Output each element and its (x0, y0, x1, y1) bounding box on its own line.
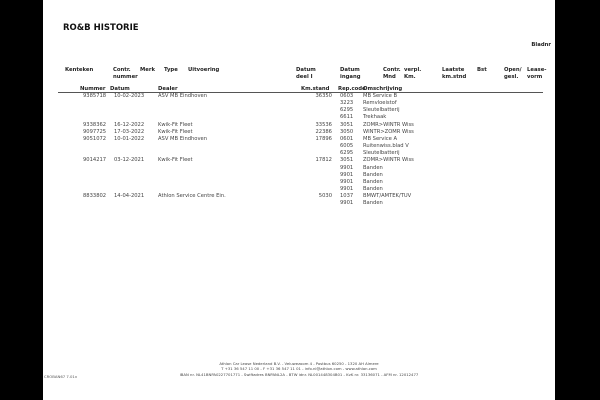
cell-km-stand: 33536 (315, 121, 332, 128)
cell-rep-code: 9901 (340, 185, 354, 192)
cell-omschrijving: WINTR>ZOMR Wiss (363, 128, 414, 135)
table-row: 8833802 14-04-2021 Athlon Service Centre E… (43, 193, 555, 200)
table-row: 9385718 10-02-2023 ASV MB Eindhoven 36350 06… (43, 93, 555, 100)
cell-datum: 17-03-2022 (114, 128, 145, 135)
cell-nummer: 9097725 (83, 128, 107, 135)
cell-km-stand: 36350 (315, 93, 332, 99)
cell-dealer: ASV MB Eindhoven (158, 135, 208, 142)
cell-rep-code: 6611 (340, 114, 354, 121)
header-contr-mnd: Contr. Mnd (383, 67, 401, 80)
cell-nummer: 9338362 (83, 121, 107, 128)
table-row: 9901 Banden (43, 186, 555, 193)
cell-omschrijving: Ruitenwiss.blad V (363, 143, 409, 150)
table-row: 9901 Banden (43, 172, 555, 179)
col-rep-code: Rep.code (338, 86, 366, 92)
cell-datum: 14-04-2021 (114, 193, 145, 200)
cell-dealer: Kwik-Fit Fleet (158, 157, 193, 164)
header-laatste-km: Laatste km.stnd (442, 67, 467, 80)
table-row: 3223 Remvloeistof (43, 100, 555, 107)
cell-omschrijving: Banden (363, 200, 383, 207)
table-row: 9097725 17-03-2022 Kwik-Fit Fleet 22386 3050… (43, 129, 555, 136)
cell-omschrijving: ZOMR>WINTR Wiss (363, 121, 414, 128)
cell-rep-code: 6005 (340, 143, 354, 150)
cell-rep-code: 3051 (340, 157, 354, 164)
cell-rep-code: 0603 (340, 93, 354, 99)
table-row: 6295 Sleutelbatterij (43, 150, 555, 157)
cell-rep-code: 6295 (340, 150, 354, 157)
cell-km-stand: 5030 (318, 193, 332, 200)
cell-km-stand: 17812 (315, 157, 332, 164)
cell-omschrijving: MB Service B (363, 93, 398, 99)
cell-rep-code: 9901 (340, 200, 354, 207)
col-nummer: Nummer (80, 86, 106, 92)
footer-contact: T +31 36 547 11 00 - F +31 36 547 11 01 … (221, 366, 377, 371)
cell-dealer: Athlon Service Centre Ein. (158, 193, 226, 200)
header-datum-ingang: Datum ingang (340, 67, 361, 80)
cell-rep-code: 9901 (340, 164, 354, 171)
cell-datum: 10-01-2022 (114, 135, 145, 142)
table-row: 6005 Ruitenwiss.blad V (43, 143, 555, 150)
cell-omschrijving: BMWT/AMTEK/TUV (363, 193, 412, 200)
header-open-gesl: Open/ gesl. (504, 67, 522, 80)
table-row: 6295 Sleutelbatterij (43, 107, 555, 114)
table-row: 9014217 03-12-2021 Kwik-Fit Fleet 17812 3051… (43, 157, 555, 164)
header-merk: Merk (140, 67, 155, 73)
cell-nummer: 9051072 (83, 135, 107, 142)
cell-omschrijving: Sleutelbatterij (363, 107, 400, 114)
cell-rep-code: 9901 (340, 171, 354, 178)
cell-omschrijving: Trekhaak (363, 114, 387, 121)
cell-rep-code: 3223 (340, 100, 354, 107)
header-verpl-km: verpl. Km. (404, 67, 422, 80)
cell-omschrijving: Remvloeistof (363, 100, 397, 107)
header-contr-nummer: Contr. nummer (113, 67, 138, 80)
cell-rep-code: 9901 (340, 178, 354, 185)
cell-dealer: ASV MB Eindhoven (158, 93, 208, 99)
table-row: 9901 Banden (43, 200, 555, 207)
cell-nummer: 9014217 (83, 157, 107, 164)
page-title: RO&B HISTORIE (63, 23, 139, 33)
cell-rep-code: 1037 (340, 193, 354, 200)
form-code: CROBAN67 7.01v (44, 374, 78, 379)
col-km-stand: Km.stand (301, 86, 330, 92)
cell-rep-code: 6295 (340, 107, 354, 114)
header-type: Type (164, 67, 178, 73)
footer-address: Athlon Car Lease Nederland B.V. - Veluwe… (219, 361, 379, 366)
header-kenteken: Kenteken (65, 67, 94, 73)
header-lease-vorm: Lease- vorm (527, 67, 547, 80)
cell-km-stand: 22386 (315, 128, 332, 135)
table-row: 9901 Banden (43, 179, 555, 186)
cell-omschrijving: Banden (363, 185, 383, 192)
cell-omschrijving: MB Service A (363, 135, 398, 142)
table-row: 6611 Trekhaak (43, 114, 555, 121)
table-row: 9051072 10-01-2022 ASV MB Eindhoven 17896 06… (43, 136, 555, 143)
cell-rep-code: 0601 (340, 135, 354, 142)
header-bst: Bst (477, 67, 487, 73)
cell-omschrijving: Sleutelbatterij (363, 150, 400, 157)
cell-omschrijving: Banden (363, 178, 383, 185)
col-dealer: Dealer (158, 86, 178, 92)
cell-omschrijving: Banden (363, 164, 383, 171)
col-datum: Datum (110, 86, 130, 92)
cell-nummer: 9385718 (83, 93, 107, 99)
header-datum-deel: Datum deel I (296, 67, 316, 80)
cell-datum: 16-12-2022 (114, 121, 145, 128)
cell-omschrijving: ZOMR>WINTR Wiss (363, 157, 414, 164)
header-uitvoering: Uitvoering (188, 67, 220, 73)
cell-km-stand: 17896 (315, 135, 332, 142)
cell-datum: 10-02-2023 (114, 93, 145, 99)
col-omschrijving: Omschrijving (363, 86, 403, 92)
cell-omschrijving: Banden (363, 171, 383, 178)
document-page: RO&B HISTORIE Bladnr Kenteken Contr. num… (43, 0, 555, 400)
table-row: 9338362 16-12-2022 Kwik-Fit Fleet 33536 3051… (43, 122, 555, 129)
header-divider (58, 92, 543, 93)
cell-rep-code: 3051 (340, 121, 354, 128)
cell-dealer: Kwik-Fit Fleet (158, 128, 193, 135)
footer-legal: IBAN nr. NL41BNPA0227701771 - Swiftadres… (179, 372, 419, 377)
cell-nummer: 8833802 (83, 193, 107, 200)
cell-dealer: Kwik-Fit Fleet (158, 121, 193, 128)
page-number-label: Bladnr (531, 42, 551, 48)
cell-rep-code: 3050 (340, 128, 354, 135)
table-row: 9901 Banden (43, 165, 555, 172)
cell-datum: 03-12-2021 (114, 157, 145, 164)
